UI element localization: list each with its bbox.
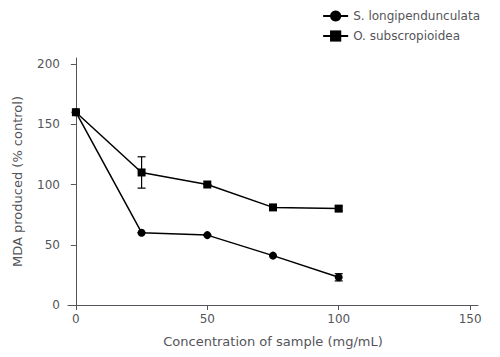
svg-text:Concentration of sample (mg/mL: Concentration of sample (mg/mL)	[163, 334, 383, 349]
svg-text:100: 100	[37, 178, 60, 192]
svg-text:0: 0	[72, 312, 80, 326]
svg-text:MDA produced (% control): MDA produced (% control)	[10, 96, 25, 267]
svg-text:50: 50	[45, 238, 60, 252]
svg-text:200: 200	[37, 57, 60, 71]
svg-text:50: 50	[200, 312, 215, 326]
svg-text:S. longipendunculata: S. longipendunculata	[353, 9, 480, 23]
svg-text:150: 150	[459, 312, 482, 326]
svg-text:150: 150	[37, 117, 60, 131]
svg-text:0: 0	[52, 298, 60, 312]
svg-text:100: 100	[327, 312, 350, 326]
svg-text:O. subscropioidea: O. subscropioidea	[353, 29, 460, 43]
